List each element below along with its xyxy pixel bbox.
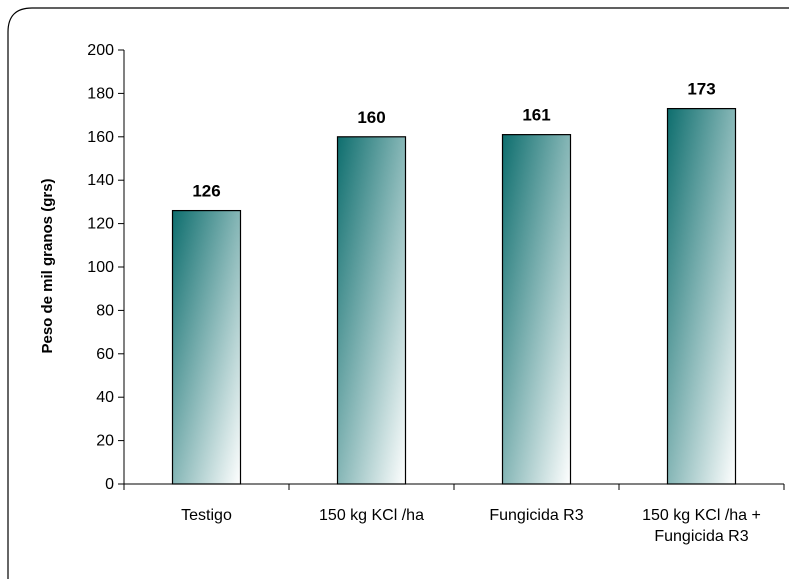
data-label: 161 [522,106,550,125]
category-label-line: Fungicida R3 [654,528,748,545]
category-label: 150 kg KCl /ha [319,507,424,524]
y-tick-label: 20 [96,433,114,450]
bar [336,136,407,485]
category-label-line: Fungicida R3 [489,507,583,524]
y-tick-label: 200 [87,42,114,59]
y-axis-title: Peso de mil granos (grs) [39,178,56,353]
data-label: 173 [687,80,715,99]
category-label: 150 kg KCl /ha + Fungicida R3 [642,507,761,545]
bar [501,134,572,485]
bar [171,209,242,485]
y-tick-label: 0 [105,476,114,493]
category-label-line: 150 kg KCl /ha [319,507,424,524]
y-tick-label: 160 [87,129,114,146]
bar [666,107,737,485]
y-tick-label: 140 [87,172,114,189]
category-label: Testigo [181,507,232,524]
y-tick-label: 180 [87,85,114,102]
y-tick-label: 100 [87,259,114,276]
y-tick-label: 40 [96,389,114,406]
y-tick-label: 60 [96,346,114,363]
category-label-line: 150 kg KCl /ha + [642,507,761,524]
data-label: 126 [192,182,220,201]
data-label: 160 [357,108,385,127]
chart-border [7,7,789,579]
y-tick-label: 80 [96,302,114,319]
category-label: Fungicida R3 [489,507,583,524]
y-tick-label: 120 [87,216,114,233]
category-label-line: Testigo [181,507,232,524]
